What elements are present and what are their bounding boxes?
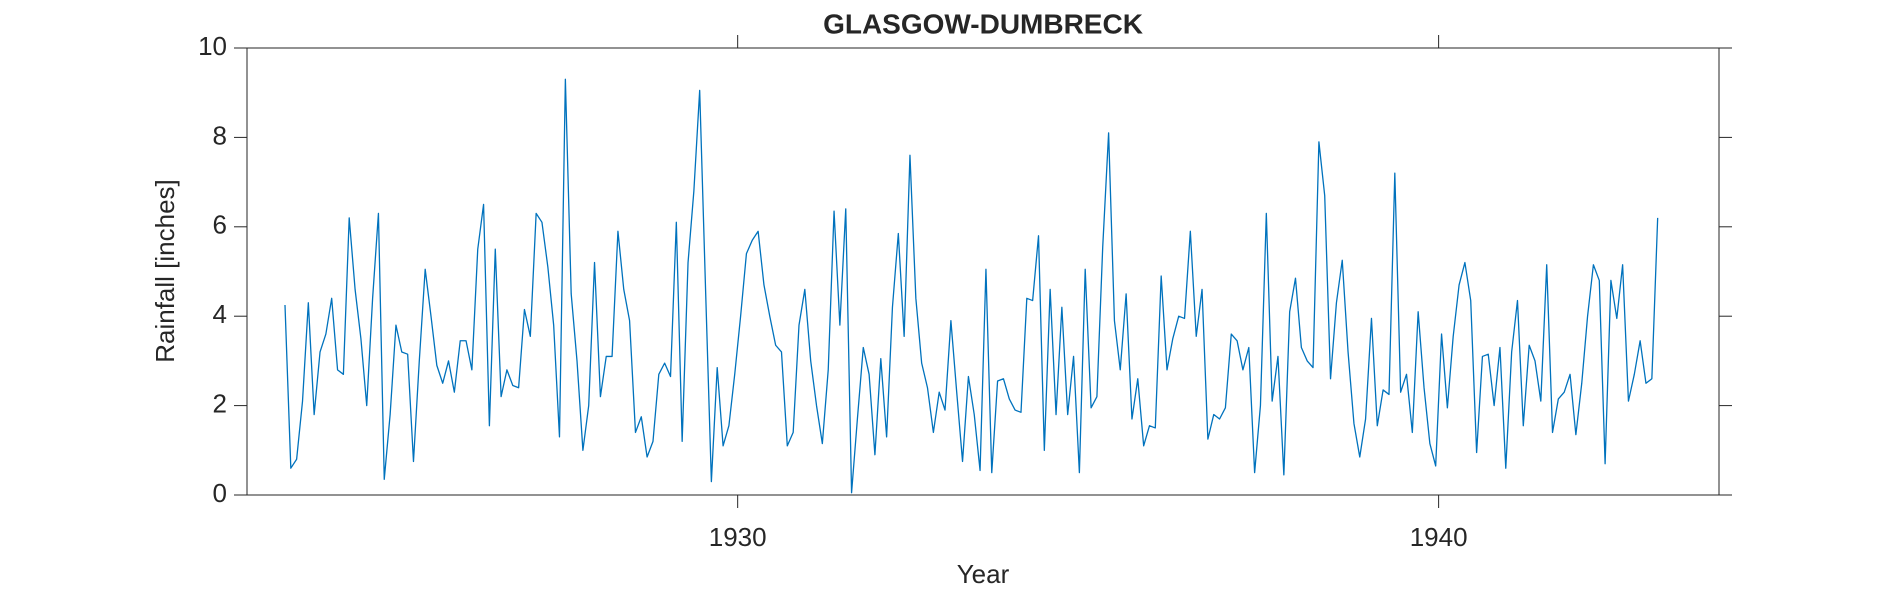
plot-area [246,47,1720,496]
y-tick-label: 6 [213,210,227,240]
x-axis-label: Year [957,559,1010,589]
x-tick-label: 1940 [1410,522,1468,552]
y-tick-label: 0 [213,478,227,508]
y-tick-label: 2 [213,388,227,418]
x-tick-label: 1930 [709,522,767,552]
y-tick-label: 10 [198,31,227,61]
data-line [284,78,1659,494]
y-tick-label: 8 [213,120,227,150]
y-tick-label: 4 [213,299,227,329]
y-axis-label: Rainfall [inches] [150,179,180,363]
chart-title: GLASGOW-DUMBRECK [823,8,1143,39]
